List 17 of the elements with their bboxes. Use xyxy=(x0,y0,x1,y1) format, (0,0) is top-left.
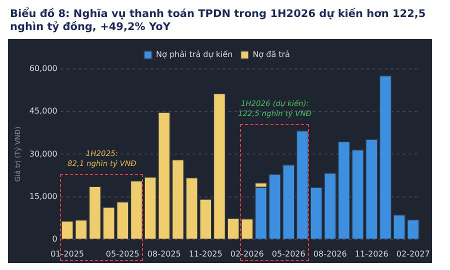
x-tick-label: 02-2027 xyxy=(396,249,430,258)
y-tick-label: 15,000 xyxy=(29,192,58,201)
x-tick-label: 01-2025 xyxy=(50,249,84,258)
x-tick-label: 02-2026 xyxy=(230,249,264,258)
y-tick-label: 45,000 xyxy=(29,106,58,116)
chart-title: Biểu đồ 8: Nghĩa vụ thanh toán TPDN trong 1H2026 dự kiến hơn 122,5 nghìn tỷ đồng, +49,2% YoY xyxy=(10,8,427,34)
y-tick-label: 30,000 xyxy=(29,149,58,158)
x-tick-label: 05-2026 xyxy=(272,249,306,258)
y-tick-label: 60,000 xyxy=(29,64,58,74)
legend-label: Nợ đã trả xyxy=(252,50,290,60)
legend-label: Nợ phải trả dự kiến xyxy=(156,50,233,60)
y-tick-label: 0 xyxy=(52,234,58,244)
x-tick-label: 05-2025 xyxy=(106,249,140,258)
x-tick-label: 08-2026 xyxy=(313,249,347,258)
x-tick-label: 08-2025 xyxy=(147,249,181,258)
x-tick-label: 11-2026 xyxy=(354,249,388,258)
x-tick-label: 11-2025 xyxy=(188,249,222,258)
